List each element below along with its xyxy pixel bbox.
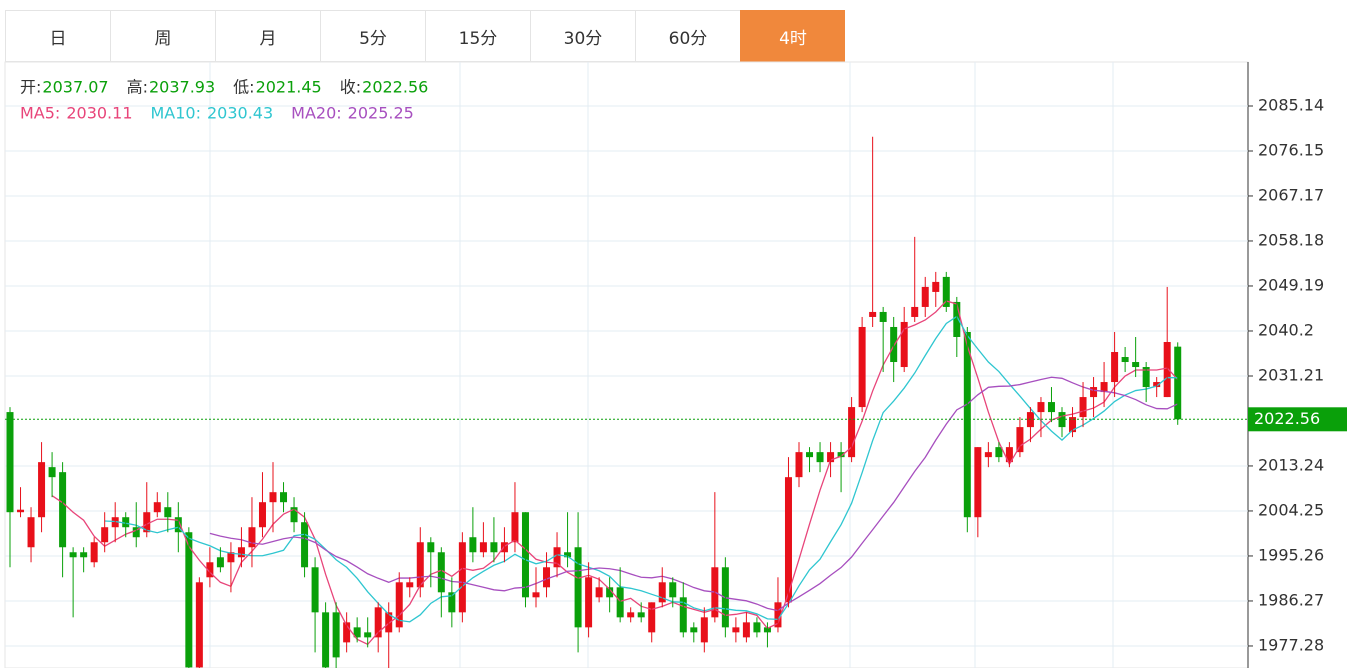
y-tick-label: 2067.17 (1258, 185, 1324, 204)
ma-label: MA10: (151, 104, 202, 123)
ma-value: 2025.25 (348, 104, 414, 123)
period-tab[interactable]: 日 (5, 10, 110, 62)
ohlc-label: 低: (233, 78, 254, 97)
last-price-box (1248, 407, 1347, 432)
ohlc-label: 收: (340, 78, 361, 97)
y-tick-label: 2004.25 (1258, 500, 1324, 519)
y-tick-label: 2040.2 (1258, 320, 1314, 339)
candles (6, 276, 1182, 668)
y-tick-label: 1995.26 (1258, 545, 1324, 564)
y-tick-label: 2049.19 (1258, 275, 1324, 294)
ma-label: MA20: (291, 104, 342, 123)
y-tick-label: 2076.15 (1258, 141, 1324, 160)
ohlc-value: 2037.93 (149, 78, 215, 97)
y-tick-label: 2058.18 (1258, 230, 1324, 249)
y-tick-label: 2031.21 (1258, 365, 1324, 384)
y-tick-label: 2013.24 (1258, 455, 1324, 474)
time-grid (209, 62, 1114, 668)
ohlc-value: 2021.45 (256, 78, 322, 97)
ohlc-label: 高: (127, 78, 148, 97)
moving-average-line (51, 300, 1179, 646)
y-tick-label: 1986.27 (1258, 590, 1324, 609)
period-tab[interactable]: 4时 (740, 10, 845, 62)
y-tick-label: 1977.28 (1258, 635, 1324, 654)
period-tab[interactable]: 30分 (530, 10, 635, 62)
period-tab[interactable]: 周 (110, 10, 215, 62)
ma-value: 2030.43 (207, 104, 273, 123)
last-price-label: 2022.56 (1254, 409, 1320, 428)
moving-average-line (104, 315, 1178, 623)
moving-average-line (209, 376, 1178, 612)
period-tab[interactable]: 月 (215, 10, 320, 62)
y-tick-label: 2085.14 (1258, 96, 1324, 115)
ma-label: MA5: (20, 104, 60, 123)
period-tab[interactable]: 5分 (320, 10, 425, 62)
ohlc-label: 开: (20, 78, 41, 97)
ma-value: 2030.11 (66, 104, 132, 123)
ohlc-value: 2022.56 (362, 78, 428, 97)
ohlc-value: 2037.07 (42, 78, 108, 97)
period-tab[interactable]: 60分 (635, 10, 740, 62)
period-tabs: 日周月 5分 15分 30分 60分 4时 (5, 10, 845, 62)
